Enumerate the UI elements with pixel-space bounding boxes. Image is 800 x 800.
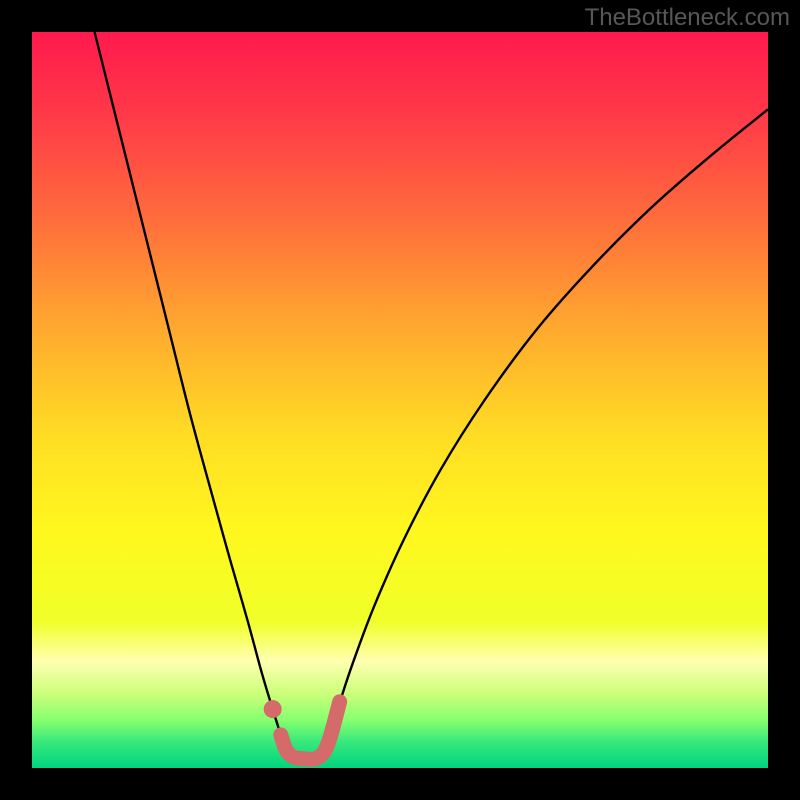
plot-background [32,32,768,768]
bottleneck-chart [0,0,800,800]
watermark-text: TheBottleneck.com [585,4,790,32]
sweet-spot-marker [264,700,282,718]
